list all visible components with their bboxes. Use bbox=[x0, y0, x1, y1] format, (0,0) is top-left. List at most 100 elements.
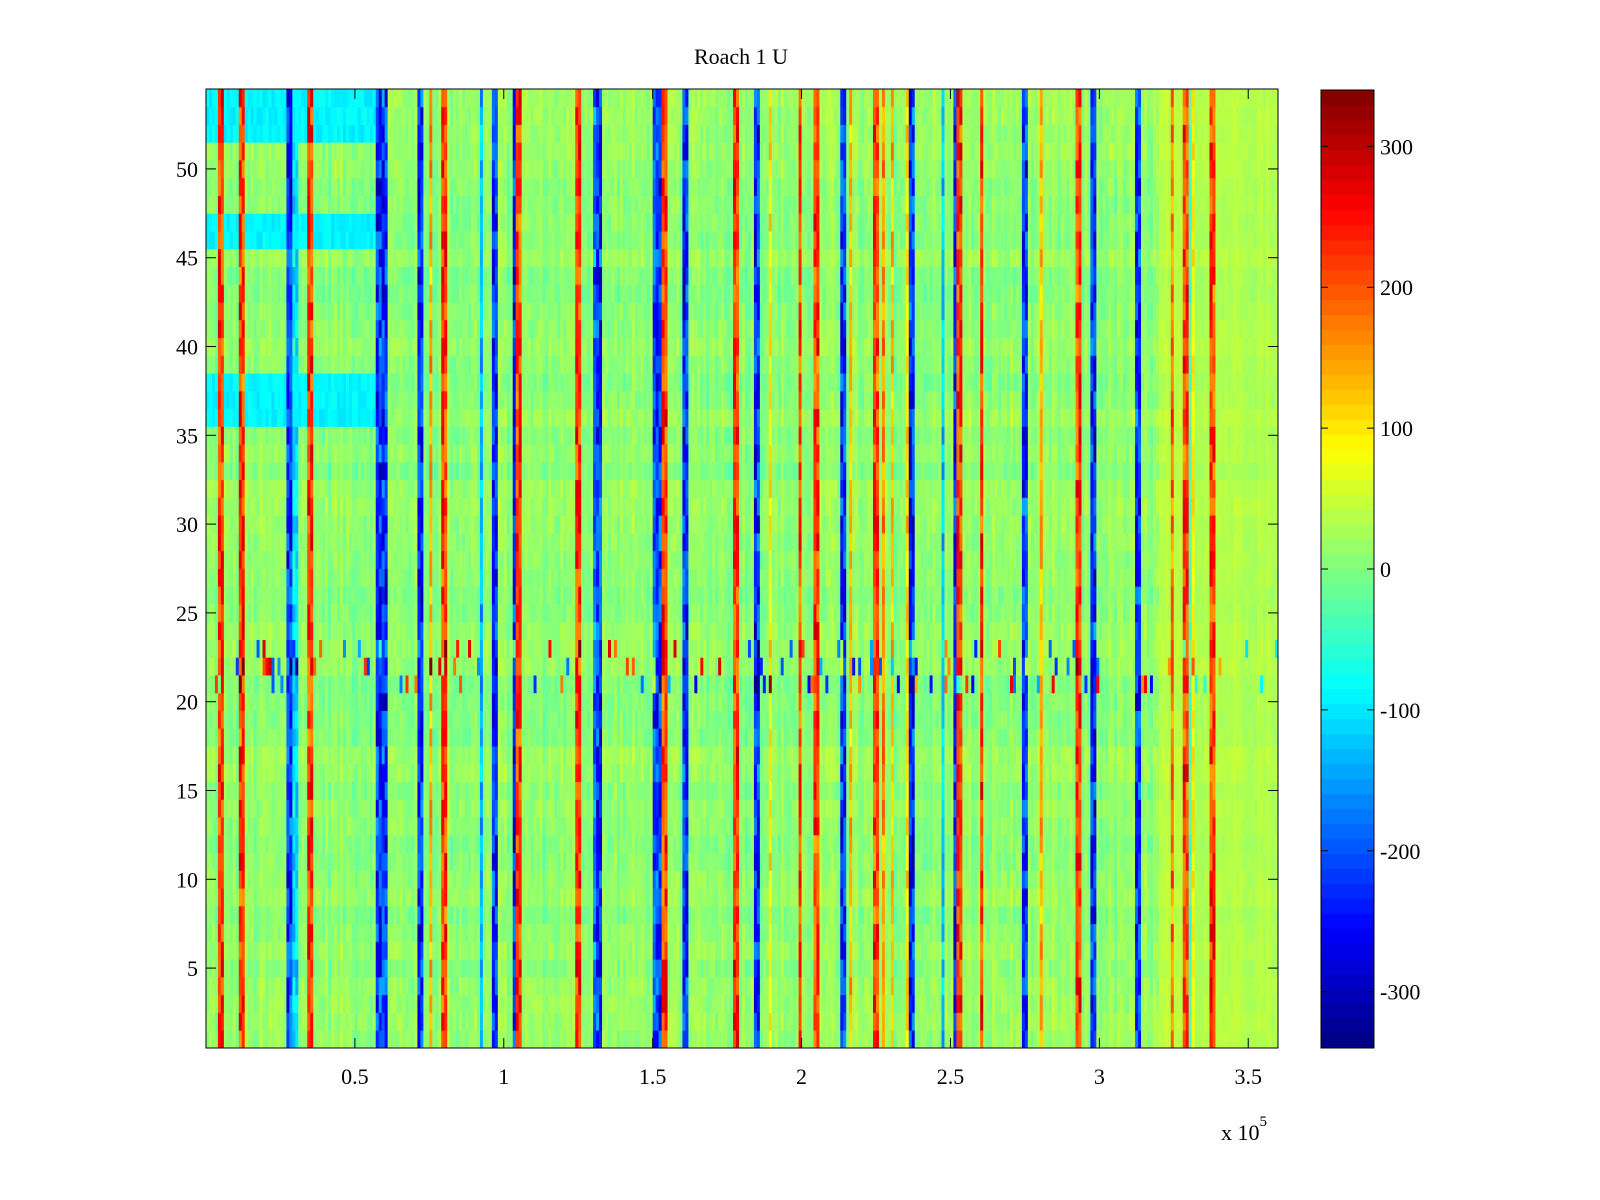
heatmap-cell bbox=[471, 1012, 475, 1031]
heatmap-cell bbox=[1048, 852, 1053, 871]
heatmap-cell bbox=[608, 976, 612, 996]
heatmap-cell bbox=[527, 905, 531, 925]
heatmap-cell bbox=[584, 799, 588, 818]
heatmap-cell bbox=[822, 905, 826, 925]
heatmap-cell bbox=[953, 888, 957, 907]
heatmap-cell bbox=[718, 959, 722, 978]
heatmap-cell bbox=[1105, 994, 1109, 1013]
heatmap-cell bbox=[789, 834, 794, 854]
heatmap-cell bbox=[724, 941, 728, 960]
heatmap-cell bbox=[345, 834, 350, 854]
heatmap-cell bbox=[1161, 923, 1166, 942]
heatmap-cell bbox=[1221, 1030, 1225, 1049]
heatmap-cell bbox=[447, 870, 451, 889]
heatmap-cell bbox=[381, 852, 386, 871]
heatmap-cell bbox=[417, 959, 421, 978]
heatmap-cell bbox=[584, 959, 588, 978]
heatmap-cell bbox=[1087, 941, 1091, 960]
heatmap-cell bbox=[590, 976, 594, 996]
heatmap-cell bbox=[348, 870, 353, 889]
heatmap-cell bbox=[1269, 941, 1273, 960]
heatmap-cell bbox=[542, 1030, 546, 1049]
heatmap-cell bbox=[944, 799, 948, 818]
heatmap-cell bbox=[244, 941, 249, 960]
heatmap-cell bbox=[658, 888, 662, 907]
heatmap-cell bbox=[271, 1030, 275, 1049]
heatmap-cell bbox=[750, 870, 755, 889]
heatmap-cell bbox=[1015, 976, 1020, 996]
heatmap-cell bbox=[1194, 905, 1198, 925]
heatmap-cell bbox=[551, 888, 555, 907]
heatmap-cell bbox=[789, 905, 794, 925]
heatmap-cell bbox=[1197, 905, 1201, 925]
heatmap-cell bbox=[539, 888, 543, 907]
heatmap-cell bbox=[584, 905, 588, 925]
heatmap-cell bbox=[608, 1012, 612, 1031]
heatmap-cell bbox=[804, 1030, 808, 1049]
heatmap-cell bbox=[289, 941, 293, 960]
heatmap-cell bbox=[1108, 888, 1112, 907]
heatmap-cell bbox=[1036, 870, 1041, 889]
heatmap-cell bbox=[527, 799, 531, 818]
heatmap-cell bbox=[1105, 852, 1109, 871]
heatmap-cell bbox=[786, 1030, 791, 1049]
heatmap-cell bbox=[1257, 834, 1261, 854]
heatmap-cell bbox=[1242, 870, 1246, 889]
heatmap-cell bbox=[500, 834, 505, 854]
heatmap-cell bbox=[363, 905, 368, 925]
heatmap-cell bbox=[1004, 941, 1008, 960]
heatmap-cell bbox=[846, 834, 850, 854]
heatmap-cell bbox=[953, 976, 957, 996]
heatmap-cell bbox=[822, 1012, 826, 1031]
heatmap-cell bbox=[956, 852, 960, 871]
heatmap-cell bbox=[453, 817, 457, 836]
heatmap-cell bbox=[1081, 834, 1085, 854]
heatmap-cell bbox=[873, 817, 877, 836]
heatmap-cell bbox=[238, 817, 243, 836]
heatmap-cell bbox=[271, 994, 275, 1013]
heatmap-cell bbox=[411, 1012, 415, 1031]
heatmap-cell bbox=[235, 888, 240, 907]
heatmap-cell bbox=[667, 923, 671, 942]
heatmap-cell bbox=[628, 941, 633, 960]
heatmap-cell bbox=[280, 1012, 284, 1031]
heatmap-cell bbox=[634, 852, 639, 871]
heatmap-cell bbox=[628, 959, 633, 978]
heatmap-cell bbox=[599, 976, 603, 996]
heatmap-cell bbox=[605, 817, 609, 836]
heatmap-cell bbox=[1045, 1012, 1050, 1031]
heatmap-cell bbox=[742, 923, 746, 942]
heatmap-cell bbox=[899, 870, 904, 889]
heatmap-cell bbox=[441, 888, 445, 907]
heatmap-cell bbox=[661, 888, 665, 907]
heatmap-cell bbox=[864, 888, 868, 907]
heatmap-cell bbox=[795, 852, 799, 871]
heatmap-cell bbox=[709, 834, 713, 854]
heatmap-cell bbox=[286, 1012, 290, 1031]
heatmap-cell bbox=[289, 870, 293, 889]
heatmap-cell bbox=[497, 941, 502, 960]
heatmap-cell bbox=[944, 1030, 948, 1049]
heatmap-cell bbox=[208, 834, 213, 854]
heatmap-cell bbox=[515, 941, 520, 960]
heatmap-cell bbox=[325, 1012, 329, 1031]
heatmap-cell bbox=[563, 1030, 567, 1049]
heatmap-cell bbox=[1132, 976, 1136, 996]
heatmap-cell bbox=[1099, 941, 1103, 960]
heatmap-cell bbox=[417, 870, 421, 889]
heatmap-cell bbox=[429, 959, 433, 978]
heatmap-cell bbox=[980, 852, 984, 871]
heatmap-cell bbox=[968, 888, 972, 907]
heatmap-cell bbox=[411, 870, 415, 889]
heatmap-cell bbox=[575, 941, 579, 960]
heatmap-cell bbox=[700, 1030, 704, 1049]
heatmap-cell bbox=[447, 1030, 451, 1049]
heatmap-cell bbox=[706, 852, 710, 871]
heatmap-cell bbox=[313, 817, 317, 836]
heatmap-cell bbox=[989, 959, 993, 978]
heatmap-cell bbox=[1179, 905, 1184, 925]
heatmap-cell bbox=[1054, 905, 1059, 925]
heatmap-cell bbox=[1060, 834, 1064, 854]
heatmap-cell bbox=[825, 959, 829, 978]
